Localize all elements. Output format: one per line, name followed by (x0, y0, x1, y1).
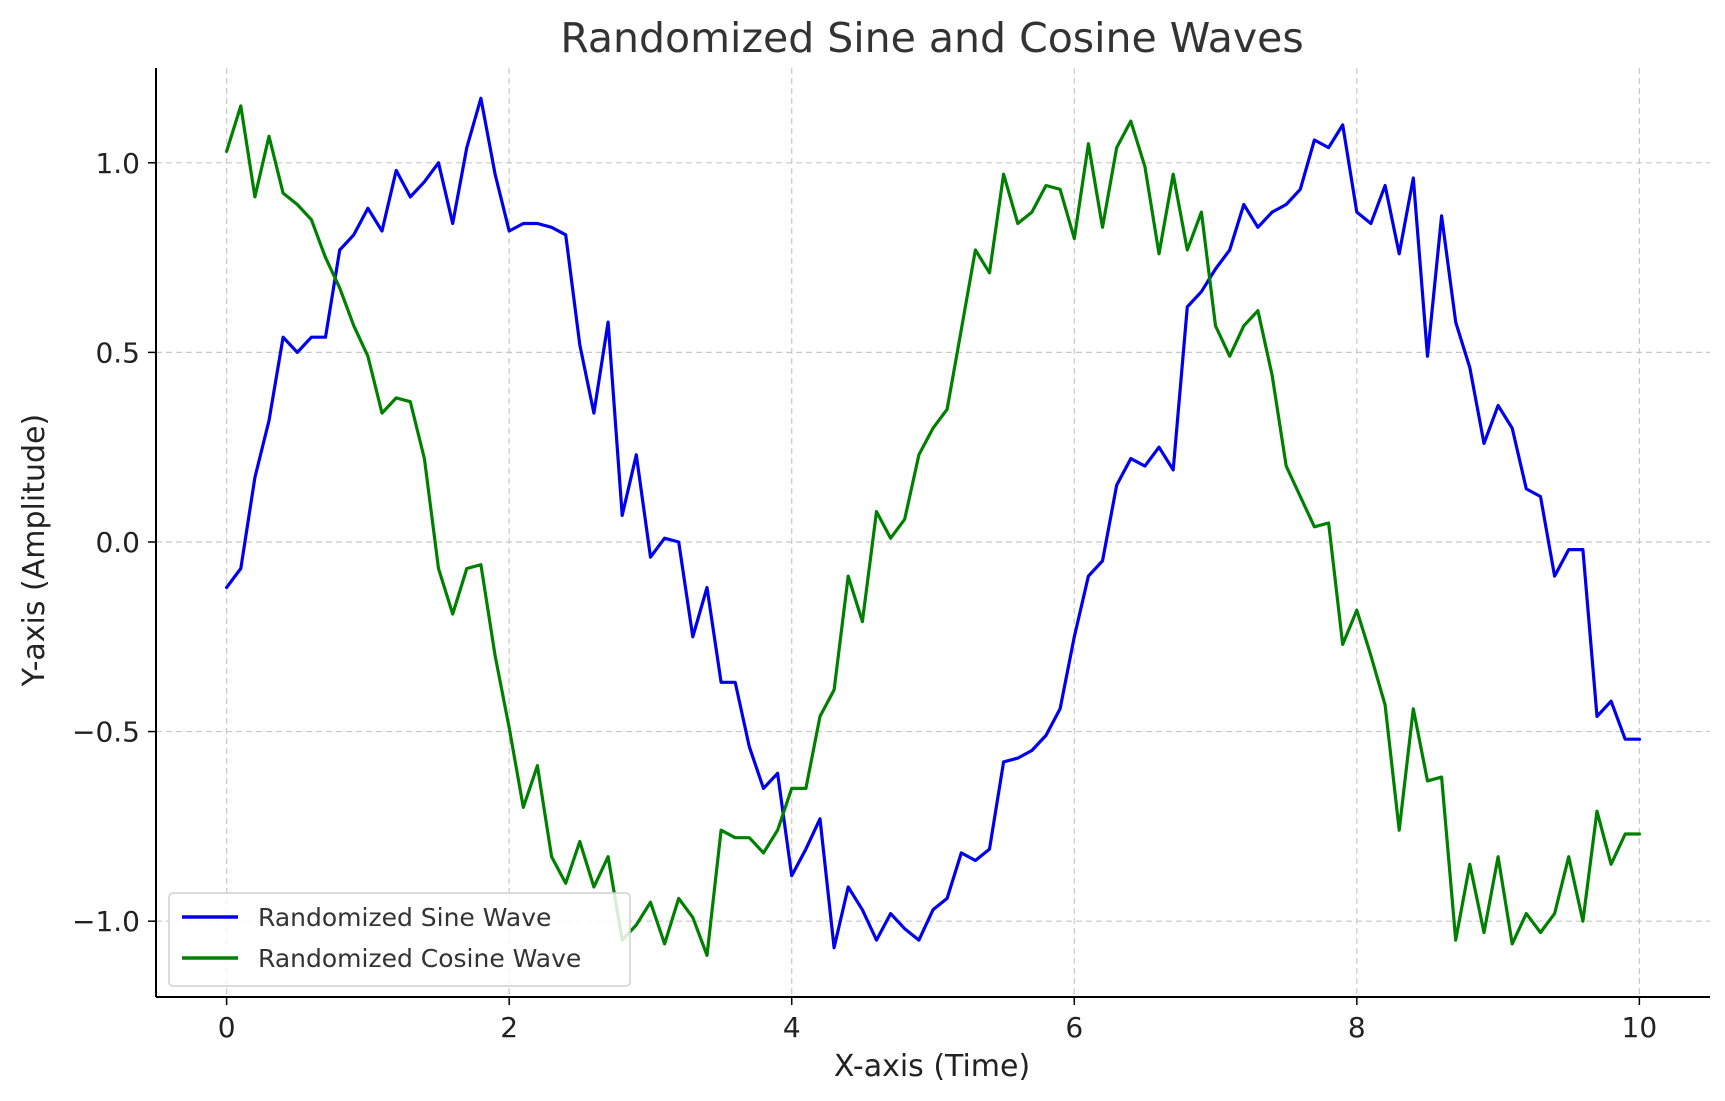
series-layer (225, 96, 1642, 957)
x-tick-label-3: 6 (1065, 1011, 1083, 1044)
y-tick-label-1: −0.5 (72, 716, 140, 749)
x-tick-label-5: 10 (1622, 1011, 1658, 1044)
series-line-cosine (225, 104, 1642, 957)
ticks-layer: 0 2 4 6 8 10 −1.0 −0.5 0.0 0.5 1.0 (72, 147, 1657, 1044)
y-tick-label-4: 1.0 (95, 147, 140, 180)
y-tick-label-2: 0.0 (95, 526, 140, 559)
legend-box (168, 892, 631, 987)
x-axis-title: X-axis (Time) (834, 1049, 1030, 1084)
legend-label-cosine: Randomized Cosine Wave (258, 944, 581, 973)
x-tick-label-4: 8 (1348, 1011, 1366, 1044)
x-tick-label-0: 0 (218, 1011, 236, 1044)
axes-layer (155, 68, 1710, 998)
y-tick-label-3: 0.5 (95, 336, 140, 369)
chart-title: Randomized Sine and Cosine Waves (560, 14, 1303, 62)
y-tick-label-0: −1.0 (72, 905, 140, 938)
series-line-sine (225, 96, 1642, 950)
y-axis-title: Y-axis (Amplitude) (17, 414, 52, 687)
grid-layer (156, 68, 1710, 997)
x-tick-label-1: 2 (500, 1011, 518, 1044)
x-tick-label-2: 4 (783, 1011, 801, 1044)
legend-label-sine: Randomized Sine Wave (258, 903, 551, 932)
legend: Randomized Sine Wave Randomized Cosine W… (168, 892, 631, 987)
